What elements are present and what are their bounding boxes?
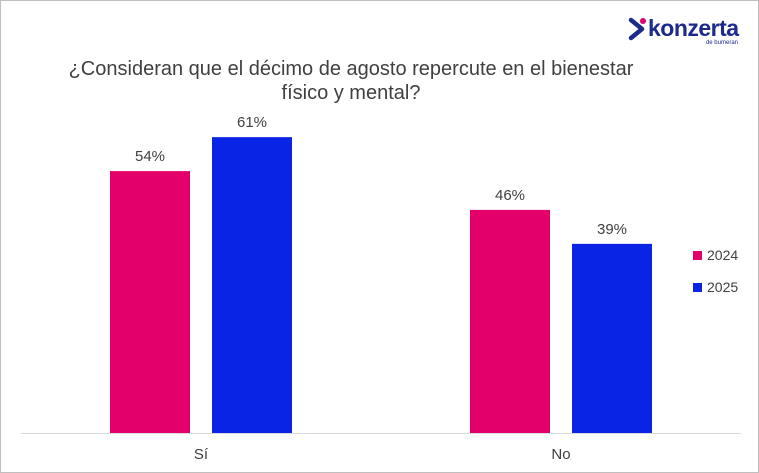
legend-label: 2024 [707, 247, 739, 263]
bar [470, 209, 550, 433]
legend-swatch [693, 250, 702, 260]
x-tick-label: No [551, 446, 570, 463]
bar [572, 243, 652, 433]
logo-tagline: de bumeran [705, 40, 738, 46]
legend: 2024 2025 [693, 245, 738, 309]
legend-item: 2024 [693, 245, 738, 265]
legend-label: 2025 [707, 279, 739, 295]
legend-swatch [693, 282, 702, 292]
data-label: 39% [597, 221, 627, 238]
chart-title: ¿Consideran que el décimo de agosto repe… [68, 58, 634, 104]
data-label: 46% [495, 187, 525, 204]
data-label: 54% [135, 148, 165, 165]
konzerta-logo: konzerta de bumeran [628, 15, 740, 49]
x-tick-label: Sí [194, 446, 209, 463]
konzerta-logo-icon [628, 17, 646, 41]
data-label: 61% [237, 114, 267, 131]
legend-item: 2025 [693, 277, 738, 297]
bar [110, 171, 190, 433]
bar [212, 137, 292, 433]
logo-wordmark: konzerta [648, 15, 739, 41]
